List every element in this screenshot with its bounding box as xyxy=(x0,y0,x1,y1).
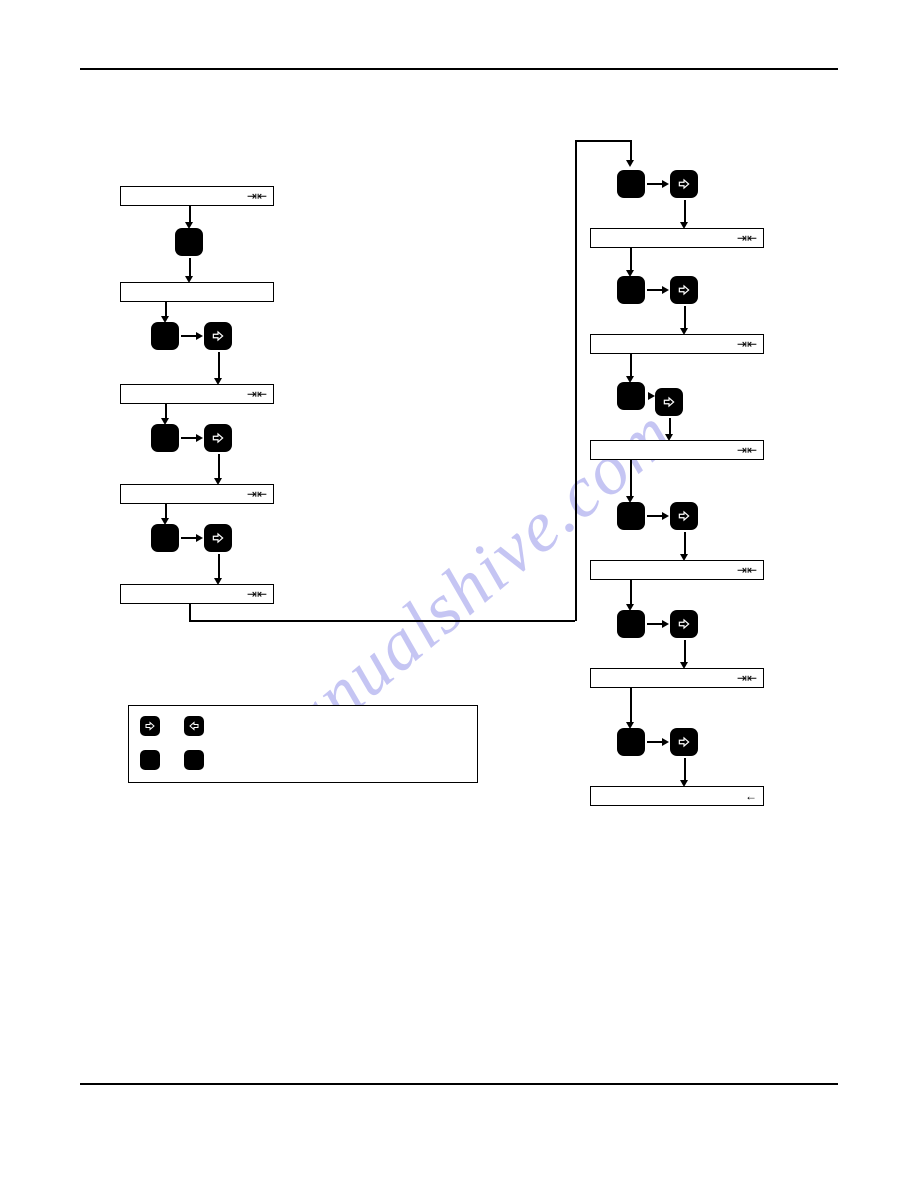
next-button xyxy=(670,276,698,304)
contract-icon: ⇥⇤ xyxy=(247,588,267,600)
arrow-right-outline-icon xyxy=(677,283,691,297)
action-button xyxy=(151,322,179,350)
bottom-rule xyxy=(80,1083,838,1085)
action-button xyxy=(617,382,645,410)
right-box-6: ← xyxy=(590,786,764,806)
right-box-1: ⇥⇤ xyxy=(590,228,764,248)
right-box-5: ⇥⇤ xyxy=(590,668,764,688)
contract-icon: ⇥⇤ xyxy=(737,338,757,350)
legend-button-arrow-right xyxy=(140,716,160,736)
contract-icon: ⇥⇤ xyxy=(247,190,267,202)
left-box-4: ⇥⇤ xyxy=(120,484,274,504)
connector-line xyxy=(630,580,632,606)
arrow-right-outline-icon xyxy=(211,531,225,545)
arrow-right-outline-icon xyxy=(677,177,691,191)
connector-line xyxy=(647,289,663,291)
left-box-5: ⇥⇤ xyxy=(120,584,274,604)
right-box-2: ⇥⇤ xyxy=(590,334,764,354)
arrow-left-icon: ← xyxy=(745,790,757,802)
right-box-3: ⇥⇤ xyxy=(590,440,764,460)
arrow-right-icon xyxy=(662,286,669,294)
action-button xyxy=(617,170,645,198)
arrow-down-icon xyxy=(626,160,634,167)
arrow-right-icon xyxy=(662,620,669,628)
legend xyxy=(128,705,478,783)
connector-line xyxy=(684,532,686,556)
arrow-right-outline-icon xyxy=(211,329,225,343)
arrow-right-icon xyxy=(662,180,669,188)
action-button xyxy=(617,502,645,530)
action-button xyxy=(617,728,645,756)
arrow-right-icon xyxy=(662,738,669,746)
arrow-right-outline-icon xyxy=(211,431,225,445)
arrow-right-icon xyxy=(196,332,203,340)
legend-button-solid xyxy=(184,750,204,770)
connector-line xyxy=(189,604,191,620)
left-box-1: ⇥⇤ xyxy=(120,186,274,206)
connector-line xyxy=(684,306,686,330)
top-rule xyxy=(80,68,838,70)
contract-icon: ⇥⇤ xyxy=(737,564,757,576)
connector-line xyxy=(218,554,220,580)
right-box-4: ⇥⇤ xyxy=(590,560,764,580)
connector-line xyxy=(181,537,197,539)
arrow-right-outline-icon xyxy=(144,720,156,732)
connector-line xyxy=(181,437,197,439)
page: manualshive.com ⇥⇤ ⇥⇤ ⇥⇤ xyxy=(0,0,918,1188)
action-button xyxy=(151,424,179,452)
arrow-right-outline-icon xyxy=(662,395,676,409)
contract-icon: ⇥⇤ xyxy=(737,444,757,456)
arrow-right-icon xyxy=(648,392,655,400)
contract-icon: ⇥⇤ xyxy=(737,232,757,244)
arrow-right-outline-icon xyxy=(677,735,691,749)
connector-line xyxy=(218,454,220,480)
connector-line xyxy=(630,460,632,498)
contract-icon: ⇥⇤ xyxy=(737,672,757,684)
connector-line xyxy=(630,354,632,378)
connector-line xyxy=(647,623,663,625)
connector-line xyxy=(575,140,577,621)
next-button xyxy=(670,170,698,198)
arrow-left-outline-icon xyxy=(188,720,200,732)
next-button xyxy=(670,502,698,530)
action-button xyxy=(617,276,645,304)
legend-button-solid xyxy=(140,750,160,770)
action-button xyxy=(175,228,203,256)
contract-icon: ⇥⇤ xyxy=(247,488,267,500)
arrow-right-outline-icon xyxy=(677,509,691,523)
contract-icon: ⇥⇤ xyxy=(247,388,267,400)
connector-line xyxy=(181,335,197,337)
connector-line xyxy=(647,183,663,185)
left-box-3: ⇥⇤ xyxy=(120,384,274,404)
connector-line xyxy=(647,515,663,517)
connector-line xyxy=(630,140,632,162)
arrow-right-icon xyxy=(196,534,203,542)
next-button xyxy=(204,524,232,552)
arrow-right-outline-icon xyxy=(677,617,691,631)
connector-line xyxy=(647,741,663,743)
connector-line xyxy=(630,688,632,724)
next-button xyxy=(204,424,232,452)
left-box-2 xyxy=(120,282,274,302)
next-button xyxy=(670,728,698,756)
action-button xyxy=(151,524,179,552)
connector-line xyxy=(218,352,220,380)
connector-line xyxy=(189,258,191,278)
arrow-right-icon xyxy=(196,434,203,442)
next-button xyxy=(655,388,683,416)
connector-line xyxy=(189,620,575,622)
connector-line xyxy=(575,140,631,142)
connector-line xyxy=(684,640,686,664)
arrow-right-icon xyxy=(662,512,669,520)
action-button xyxy=(617,610,645,638)
connector-line xyxy=(684,200,686,224)
next-button xyxy=(670,610,698,638)
connector-line xyxy=(630,248,632,272)
next-button xyxy=(204,322,232,350)
connector-line xyxy=(684,758,686,782)
legend-button-arrow-left xyxy=(184,716,204,736)
